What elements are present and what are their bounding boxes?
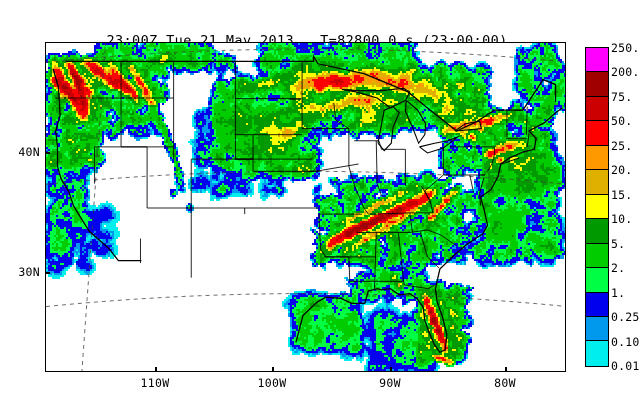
colorbar-label-12: 0.10 bbox=[611, 334, 640, 349]
colorbar-label-5: 20. bbox=[611, 163, 633, 178]
x-tick-label-110w: 110W bbox=[140, 376, 170, 390]
colorbar-label-10: 1. bbox=[611, 285, 626, 300]
colorbar-label-7: 10. bbox=[611, 212, 633, 227]
x-tick-mark bbox=[155, 367, 157, 372]
colorbar-band-3 bbox=[586, 121, 608, 146]
colorbar-label-1: 200. bbox=[611, 65, 640, 80]
colorbar-band-1 bbox=[586, 72, 608, 97]
colorbar-labels: 250. 200. 75. 50. 25. 20. 15. 10. 5. 2. 1. 0.25 0.10… bbox=[611, 41, 640, 373]
colorbar-label-9: 2. bbox=[611, 261, 626, 276]
colorbar-label-0: 250. bbox=[611, 41, 640, 55]
map-canvas bbox=[46, 43, 565, 371]
colorbar-label-13: 0.01 bbox=[611, 359, 640, 373]
colorbar-label-4: 25. bbox=[611, 138, 633, 153]
colorbar-band-12 bbox=[586, 341, 608, 366]
x-tick-label-100w: 100W bbox=[257, 376, 287, 390]
colorbar-band-9 bbox=[586, 268, 608, 293]
y-tick-label-40n: 40N bbox=[18, 145, 40, 159]
x-tick-mark bbox=[505, 367, 507, 372]
colorbar-band-0 bbox=[586, 48, 608, 73]
y-tick-mark bbox=[45, 272, 50, 274]
colorbar-band-7 bbox=[586, 219, 608, 244]
y-tick-label-30n: 30N bbox=[18, 265, 40, 279]
colorbar-label-3: 50. bbox=[611, 114, 633, 129]
colorbar-band-2 bbox=[586, 96, 608, 122]
precipitation-raster bbox=[46, 43, 565, 371]
x-tick-label-80w: 80W bbox=[494, 376, 516, 390]
colorbar-label-11: 0.25 bbox=[611, 310, 640, 325]
y-tick-mark bbox=[45, 152, 50, 154]
x-tick-mark bbox=[390, 367, 392, 372]
colorbar-label-2: 75. bbox=[611, 89, 633, 104]
colorbar-band-5 bbox=[586, 170, 608, 195]
colorbar-label-6: 15. bbox=[611, 187, 633, 202]
colorbar-label-8: 5. bbox=[611, 236, 626, 251]
colorbar bbox=[585, 47, 609, 367]
colorbar-band-11 bbox=[586, 316, 608, 342]
colorbar-band-4 bbox=[586, 145, 608, 171]
x-tick-label-90w: 90W bbox=[379, 376, 401, 390]
colorbar-band-8 bbox=[586, 243, 608, 269]
x-tick-mark bbox=[272, 367, 274, 372]
colorbar-band-10 bbox=[586, 292, 608, 317]
colorbar-band-6 bbox=[586, 194, 608, 220]
map-plot-area[interactable] bbox=[45, 42, 566, 372]
